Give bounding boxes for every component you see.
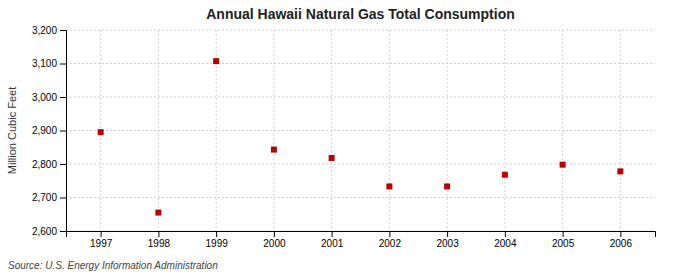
grid-line-y <box>66 197 655 198</box>
tick-label: 2,800 <box>32 159 57 170</box>
title: Annual Hawaii Natural Gas Total Consumpt… <box>206 6 515 22</box>
grid-line-x <box>504 30 505 231</box>
grid-line-y <box>66 97 655 98</box>
tick: 2,700 <box>32 192 66 203</box>
tick-mark <box>60 131 66 132</box>
tick: 1998 <box>148 231 171 249</box>
point <box>213 58 219 64</box>
point <box>444 183 450 189</box>
tick: 3,200 <box>32 25 66 36</box>
tick: 2006 <box>610 231 633 249</box>
y-axis-label: Million Cubic Feet <box>6 87 18 174</box>
tick-mark <box>60 164 66 165</box>
grid-line-y <box>66 130 655 131</box>
tick-label: 2002 <box>379 238 402 249</box>
tick-mark <box>274 231 275 237</box>
tick-mark <box>60 231 66 232</box>
tick-mark <box>620 231 621 237</box>
tick-mark <box>563 231 564 237</box>
tick-mark <box>101 231 102 237</box>
tick-label: 2006 <box>610 238 633 249</box>
tick: 1999 <box>206 231 229 249</box>
tick-mark <box>60 64 66 65</box>
grid-line-x <box>620 30 621 231</box>
tick-label: 2001 <box>321 238 344 249</box>
tick: 2002 <box>379 231 402 249</box>
grid-line-y <box>66 30 655 31</box>
tick-mark <box>332 231 333 237</box>
tick: 2,900 <box>32 125 66 136</box>
point <box>155 210 161 216</box>
grid <box>66 30 655 231</box>
tick: 3,100 <box>32 58 66 69</box>
tick-label: 3,200 <box>32 25 57 36</box>
plot-area: 1997 1998 1999 2000 2001 2002 2003 2004 2005 2006… <box>32 25 656 249</box>
tick: 2001 <box>321 231 344 249</box>
tick-mark <box>60 97 66 98</box>
point <box>98 129 104 135</box>
axis-line <box>67 232 656 238</box>
tick-mark <box>158 231 159 237</box>
tick-label: 2005 <box>552 238 575 249</box>
point <box>617 168 623 174</box>
chart-svg: 1997 1998 1999 2000 2001 2002 2003 2004 2005 2006… <box>0 0 675 275</box>
tick: 2,600 <box>32 226 66 237</box>
tick-label: 3,000 <box>32 92 57 103</box>
point <box>329 155 335 161</box>
tick: 2005 <box>552 231 575 249</box>
tick: 1997 <box>90 231 113 249</box>
tick: 2004 <box>494 231 517 249</box>
axis-line <box>60 31 67 232</box>
tick-label: 2,900 <box>32 125 57 136</box>
tick-label: 2,700 <box>32 192 57 203</box>
tick-label: 2,600 <box>32 226 57 237</box>
point <box>386 183 392 189</box>
y-axis: 2,600 2,700 2,800 2,900 3,000 3,100 3,200 <box>32 25 67 237</box>
chart-container: 1997 1998 1999 2000 2001 2002 2003 2004 2005 2006… <box>0 0 675 275</box>
tick-label: 2003 <box>436 238 459 249</box>
tick-mark <box>505 231 506 237</box>
grid-line-y <box>66 63 655 64</box>
tick-label: 3,100 <box>32 58 57 69</box>
tick-label: 1999 <box>206 238 229 249</box>
grid-line-y <box>66 164 655 165</box>
tick-label: 1997 <box>90 238 113 249</box>
point <box>560 162 566 168</box>
tick: 3,000 <box>32 92 66 103</box>
tick-mark <box>389 231 390 237</box>
points <box>98 58 624 215</box>
point <box>502 172 508 178</box>
x-axis: 1997 1998 1999 2000 2001 2002 2003 2004 2005 2006 <box>67 231 656 249</box>
tick: 2000 <box>263 231 286 249</box>
tick-mark <box>447 231 448 237</box>
tick-label: 2000 <box>263 238 286 249</box>
tick-mark <box>60 198 66 199</box>
tick: 2,800 <box>32 159 66 170</box>
tick: 2003 <box>436 231 459 249</box>
tick-label: 1998 <box>148 238 171 249</box>
grid-line-x <box>389 30 390 231</box>
point <box>271 147 277 153</box>
source-note: Source: U.S. Energy Information Administ… <box>8 260 218 271</box>
tick-mark <box>60 30 66 31</box>
tick-mark <box>216 231 217 237</box>
tick-label: 2004 <box>494 238 517 249</box>
